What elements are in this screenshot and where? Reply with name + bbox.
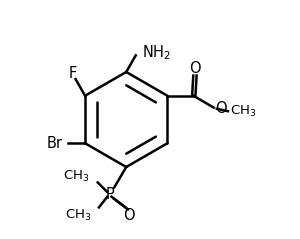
Text: CH$_3$: CH$_3$ xyxy=(65,208,92,223)
Text: P: P xyxy=(105,187,114,202)
Text: F: F xyxy=(69,66,77,81)
Text: O: O xyxy=(123,208,134,223)
Text: CH$_3$: CH$_3$ xyxy=(63,169,89,184)
Text: O: O xyxy=(189,61,200,76)
Text: CH$_3$: CH$_3$ xyxy=(230,104,257,119)
Text: O: O xyxy=(215,101,226,116)
Text: NH$_2$: NH$_2$ xyxy=(142,44,171,62)
Text: Br: Br xyxy=(46,136,62,151)
